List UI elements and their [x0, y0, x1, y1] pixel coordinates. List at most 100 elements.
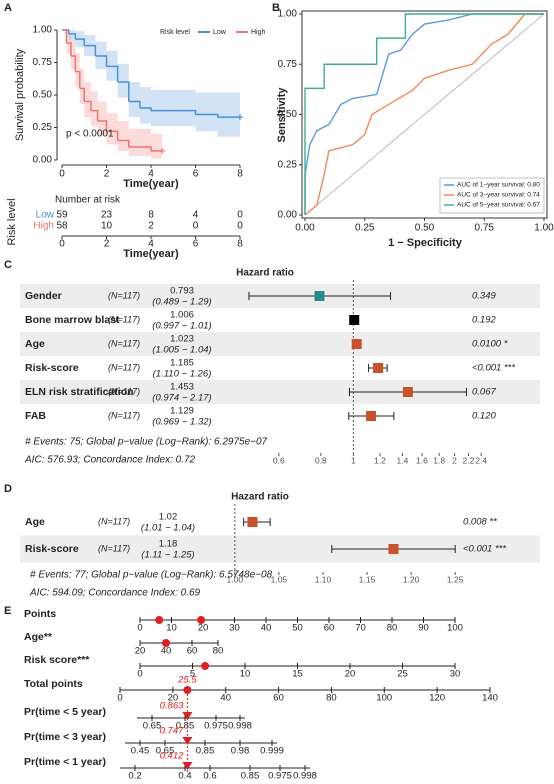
confidence-band [68, 30, 76, 41]
survival-step [84, 44, 97, 56]
tick-label: 0.45 [131, 746, 150, 757]
y-tick-label: 0.00 [278, 210, 298, 221]
footnote: AIC: 576.93; Concordance Index: 0.72 [24, 455, 196, 466]
risk-count: 0 [237, 210, 243, 221]
confidence-band [106, 113, 118, 145]
legend-box [439, 177, 545, 214]
tick-label: 80 [326, 693, 337, 704]
confidence-band [117, 63, 129, 98]
tick-label: 10 [240, 669, 251, 680]
tick-label: 0.998 [293, 771, 317, 782]
table-y-label: Risk level [6, 198, 18, 245]
tick-label: 140 [482, 693, 498, 704]
legend-label: High [251, 29, 266, 36]
confidence-band [139, 128, 151, 157]
tick-label: 0.85 [241, 771, 260, 782]
footnote: # Events: 77; Global p−value (Log−Rank):… [30, 570, 273, 581]
ci-label: (1.11 − 1.25) [141, 550, 194, 561]
roc-curve [304, 13, 544, 215]
p-label: <0.001 *** [472, 363, 515, 374]
hr-value: 1.023 [170, 334, 194, 345]
tick-label: 60 [187, 646, 198, 657]
tick-label: 0.2 [128, 771, 141, 782]
y-tick-label: 0.00 [33, 155, 53, 166]
x-tick-label: 8 [237, 169, 243, 180]
survival-step [128, 100, 141, 108]
survival-step [68, 33, 77, 40]
row-name: Gender [25, 290, 62, 302]
row-name: Risk score*** [24, 654, 90, 666]
y-tick-label: 1.00 [33, 25, 53, 36]
probability-label: 0.747 [160, 726, 184, 737]
risk-count: 0 [193, 221, 199, 232]
p-label: <0.001 *** [463, 544, 506, 555]
x-tick-label: 1.6 [416, 455, 428, 465]
confidence-band [70, 40, 76, 69]
hr-marker [314, 291, 325, 301]
y-tick-label: 0.50 [33, 90, 53, 101]
survival-step [84, 100, 92, 111]
row-name: Risk-score [25, 543, 79, 555]
survival-step [90, 109, 99, 121]
x-tick-label: 4 [148, 239, 154, 250]
tick-label: 80 [387, 623, 398, 634]
risk-count: 10 [101, 221, 113, 232]
annotation: p < 0.0001 [66, 129, 114, 140]
tick-label: 0.98 [231, 746, 250, 757]
survival-step [117, 139, 130, 147]
total-label: 25.5 [177, 675, 197, 686]
tick-label: 10 [166, 623, 177, 634]
row-n: (N=117) [108, 290, 140, 300]
tick-label: 25 [397, 669, 408, 680]
row-name: Pr(time < 1 year) [24, 756, 106, 768]
tick-label: 0.85 [196, 746, 215, 757]
row-name: Low [36, 210, 55, 221]
tick-label: 0.6 [203, 771, 216, 782]
y-tick-label: 1.00 [278, 9, 298, 20]
forest-title: Hazard ratio [231, 492, 289, 503]
risk-count: 58 [56, 221, 68, 232]
confidence-band [173, 89, 196, 127]
row-n: (N=117) [108, 338, 140, 348]
hr-marker [351, 339, 362, 349]
ci-label: (0.969 − 1.32) [152, 417, 211, 428]
row-n: (N=117) [108, 314, 140, 324]
legend-label: AUC of 5−year survival: 0.67 [457, 202, 540, 209]
tick-label: 0.975 [204, 721, 228, 732]
row-name: Age [25, 338, 45, 350]
footnote: AIC: 594.09; Concordance Index: 0.69 [29, 588, 201, 599]
tick-label: 0.999 [260, 746, 284, 757]
hr-value: 1.18 [159, 539, 178, 550]
hr-value: 1.006 [170, 310, 194, 321]
legend-label: AUC of 3−year survival: 0.74 [457, 192, 540, 199]
row-name: Points [24, 608, 56, 620]
panel-label: B [272, 2, 280, 14]
x-tick-label: 4 [148, 169, 154, 180]
tick-label: 15 [292, 669, 303, 680]
probability-label: 0.412 [160, 751, 184, 762]
panel-label: E [4, 605, 11, 617]
hr-value: 0.793 [170, 286, 194, 297]
row-name: Pr(time < 5 year) [24, 706, 106, 718]
row-name: High [33, 221, 54, 232]
risk-count: 23 [101, 210, 113, 221]
row-name: Age [25, 516, 45, 528]
x-tick-label: 2 [452, 455, 457, 465]
tick-label: 80 [213, 646, 224, 657]
survival-step [70, 55, 77, 72]
censor-mark [237, 114, 243, 121]
survival-step [117, 81, 130, 102]
y-tick-label: 0.25 [33, 122, 53, 133]
tick-label: 100 [376, 693, 392, 704]
survival-step [95, 55, 108, 67]
tick-label: 0.4 [178, 771, 191, 782]
p-label: 0.067 [472, 387, 496, 398]
ci-label: (0.489 − 1.29) [152, 297, 211, 308]
confidence-band [84, 82, 91, 118]
panel-label: D [4, 483, 12, 495]
survival-step [79, 87, 85, 102]
hr-marker [402, 387, 413, 397]
p-label: 0.008 ** [463, 517, 497, 528]
row-name: Pr(time < 3 year) [24, 731, 106, 743]
